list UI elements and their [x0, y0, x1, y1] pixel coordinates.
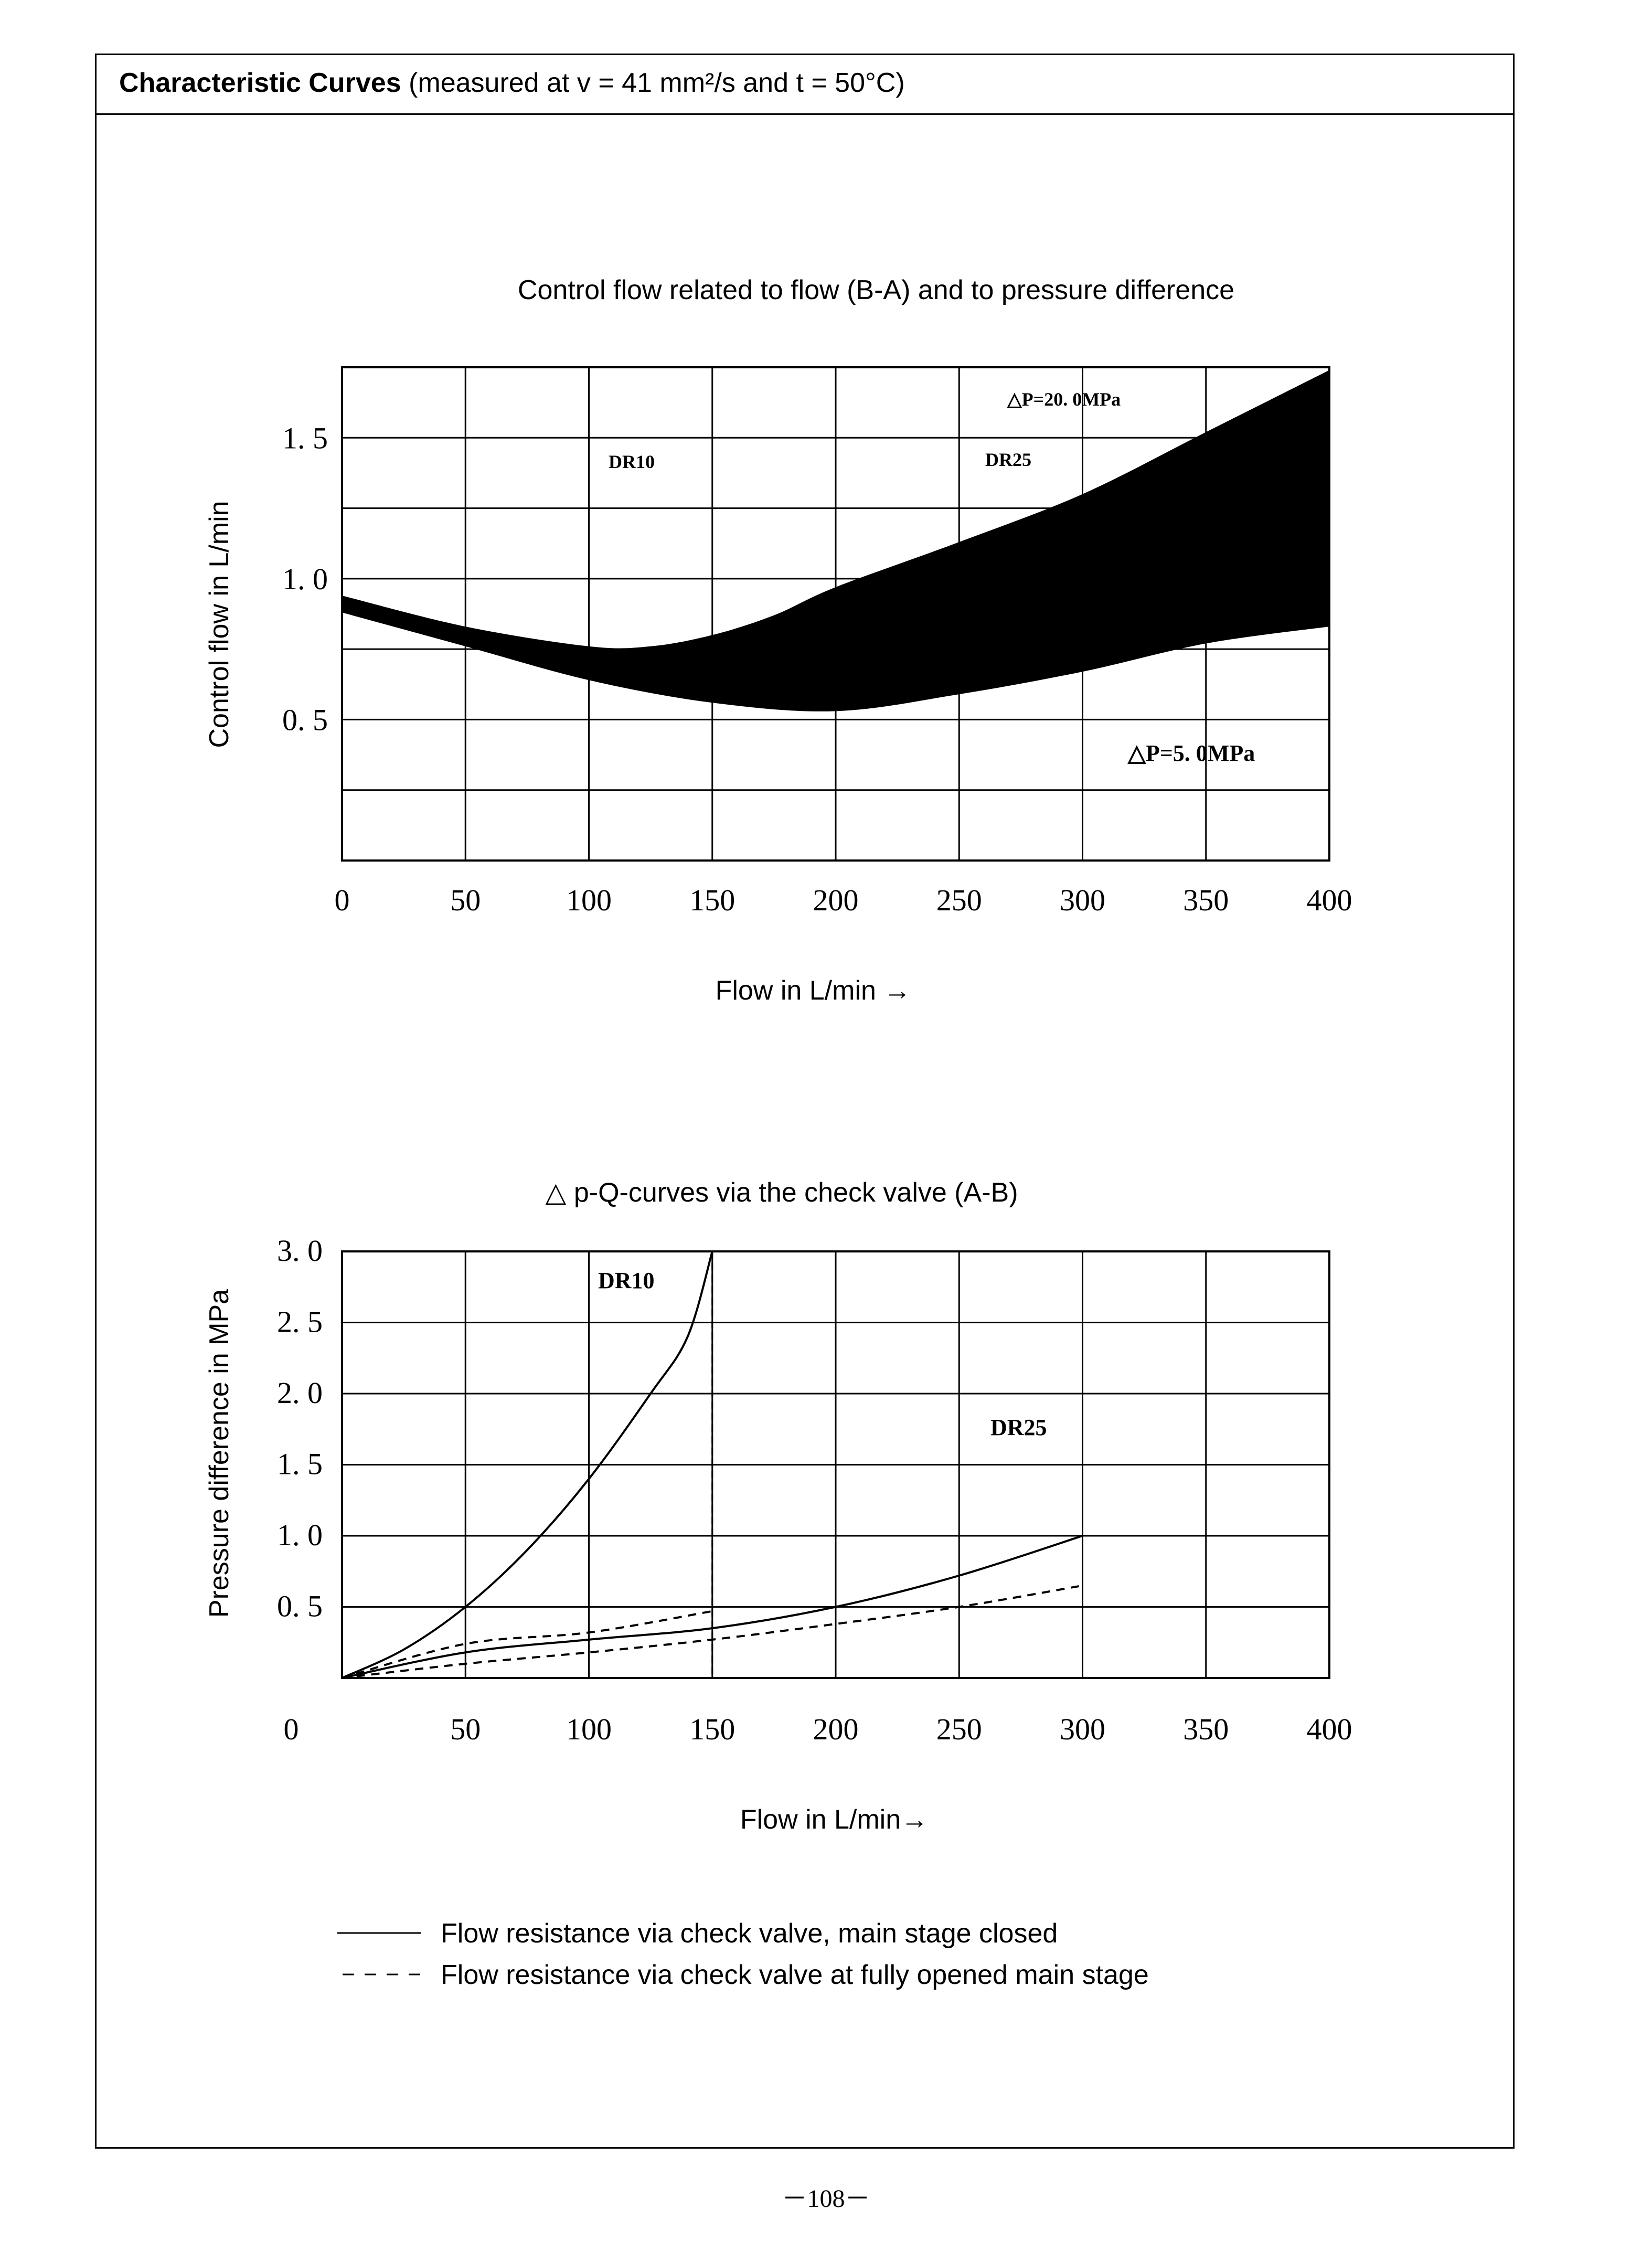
- y-tick-label: 1. 5: [282, 421, 328, 455]
- y-tick-label: 2. 5: [277, 1305, 323, 1339]
- chart2-label-dr10: DR10: [598, 1268, 655, 1293]
- x-tick-label: 150: [689, 883, 735, 917]
- x-tick-label: 200: [813, 1712, 859, 1746]
- chart1-label-dr25: DR25: [985, 449, 1031, 470]
- y-tick-label: 3. 0: [277, 1234, 323, 1268]
- chart1-label-dr10: DR10: [609, 451, 655, 472]
- x-tick-label: 350: [1183, 883, 1229, 917]
- legend: Flow resistance via check valve, main st…: [337, 1918, 1149, 1990]
- x-tick-label: 0: [335, 883, 350, 917]
- x-tick-label: 50: [450, 1712, 481, 1746]
- y-tick-label: 1. 0: [277, 1518, 323, 1552]
- x-tick-label: 250: [936, 883, 982, 917]
- x-tick-label: 400: [1307, 1712, 1352, 1746]
- page-frame: [95, 54, 1515, 2149]
- pq-curves-chart: △ p-Q-curves via the check valve (A-B) 0…: [204, 1177, 1352, 1835]
- chart2-label-dr25: DR25: [990, 1415, 1047, 1440]
- x-tick-label: 350: [1183, 1712, 1229, 1746]
- legend-solid-text: Flow resistance via check valve, main st…: [441, 1918, 1058, 1949]
- page-number: －108－: [782, 2185, 870, 2213]
- chart1-label-dp-5: △P=5. 0MPa: [1127, 740, 1255, 766]
- x-tick-label: 300: [1060, 1712, 1105, 1746]
- x-tick-label: 150: [689, 1712, 735, 1746]
- x-tick-label: 0: [284, 1712, 299, 1746]
- chart2-grid: [341, 1250, 1330, 1679]
- chart2-x-axis-label: Flow in L/min→: [740, 1804, 928, 1835]
- heading-title: Characteristic Curves: [119, 68, 401, 98]
- x-tick-label: 50: [450, 883, 481, 917]
- x-tick-label: 200: [813, 883, 859, 917]
- x-tick-label: 400: [1307, 883, 1352, 917]
- series-line-dr25-solid: [342, 1535, 1083, 1679]
- y-tick-label: 1. 5: [277, 1447, 323, 1481]
- y-tick-label: 0. 5: [277, 1589, 323, 1623]
- series-line-dr10-solid: [342, 1251, 713, 1679]
- x-tick-label: 100: [566, 1712, 612, 1746]
- chart1-title: Control flow related to flow (B-A) and t…: [518, 275, 1234, 305]
- chart2-series: [342, 1251, 1083, 1679]
- chart1-y-axis-label: Control flow in L/min: [204, 501, 235, 748]
- y-tick-label: 1. 0: [282, 562, 328, 596]
- heading-conditions: (measured at v = 41 mm²/s and t = 50°C): [401, 68, 905, 98]
- legend-dashed-text: Flow resistance via check valve at fully…: [441, 1960, 1149, 1990]
- header-bar: Characteristic Curves (measured at v = 4…: [95, 54, 1515, 115]
- chart1-ticks: 0 50 100 150 200 250 300 350 400 0. 5 1. 0 1. 5: [282, 421, 1352, 917]
- chart2-y-axis-label: Pressure difference in MPa: [204, 1289, 235, 1618]
- chart1-control-flow-band: [342, 370, 1329, 711]
- page-heading: Characteristic Curves (measured at v = 4…: [119, 67, 905, 99]
- y-tick-label: 0. 5: [282, 703, 328, 737]
- control-flow-chart: Control flow related to flow (B-A) and t…: [204, 275, 1352, 1006]
- x-tick-label: 250: [936, 1712, 982, 1746]
- chart1-x-axis-label: Flow in L/min →: [716, 975, 911, 1006]
- x-tick-label: 300: [1060, 883, 1105, 917]
- x-tick-label: 100: [566, 883, 612, 917]
- y-tick-label: 2. 0: [277, 1376, 323, 1410]
- chart1-label-dp-20: △P=20. 0MPa: [1007, 389, 1121, 410]
- chart2-title: △ p-Q-curves via the check valve (A-B): [545, 1177, 1018, 1208]
- series-line-dr25-dashed: [342, 1584, 1083, 1679]
- chart2-ticks: 0 50 100 150 200 250 300 350 400 0. 5 1. 0 1. 5 2. 0…: [277, 1234, 1352, 1746]
